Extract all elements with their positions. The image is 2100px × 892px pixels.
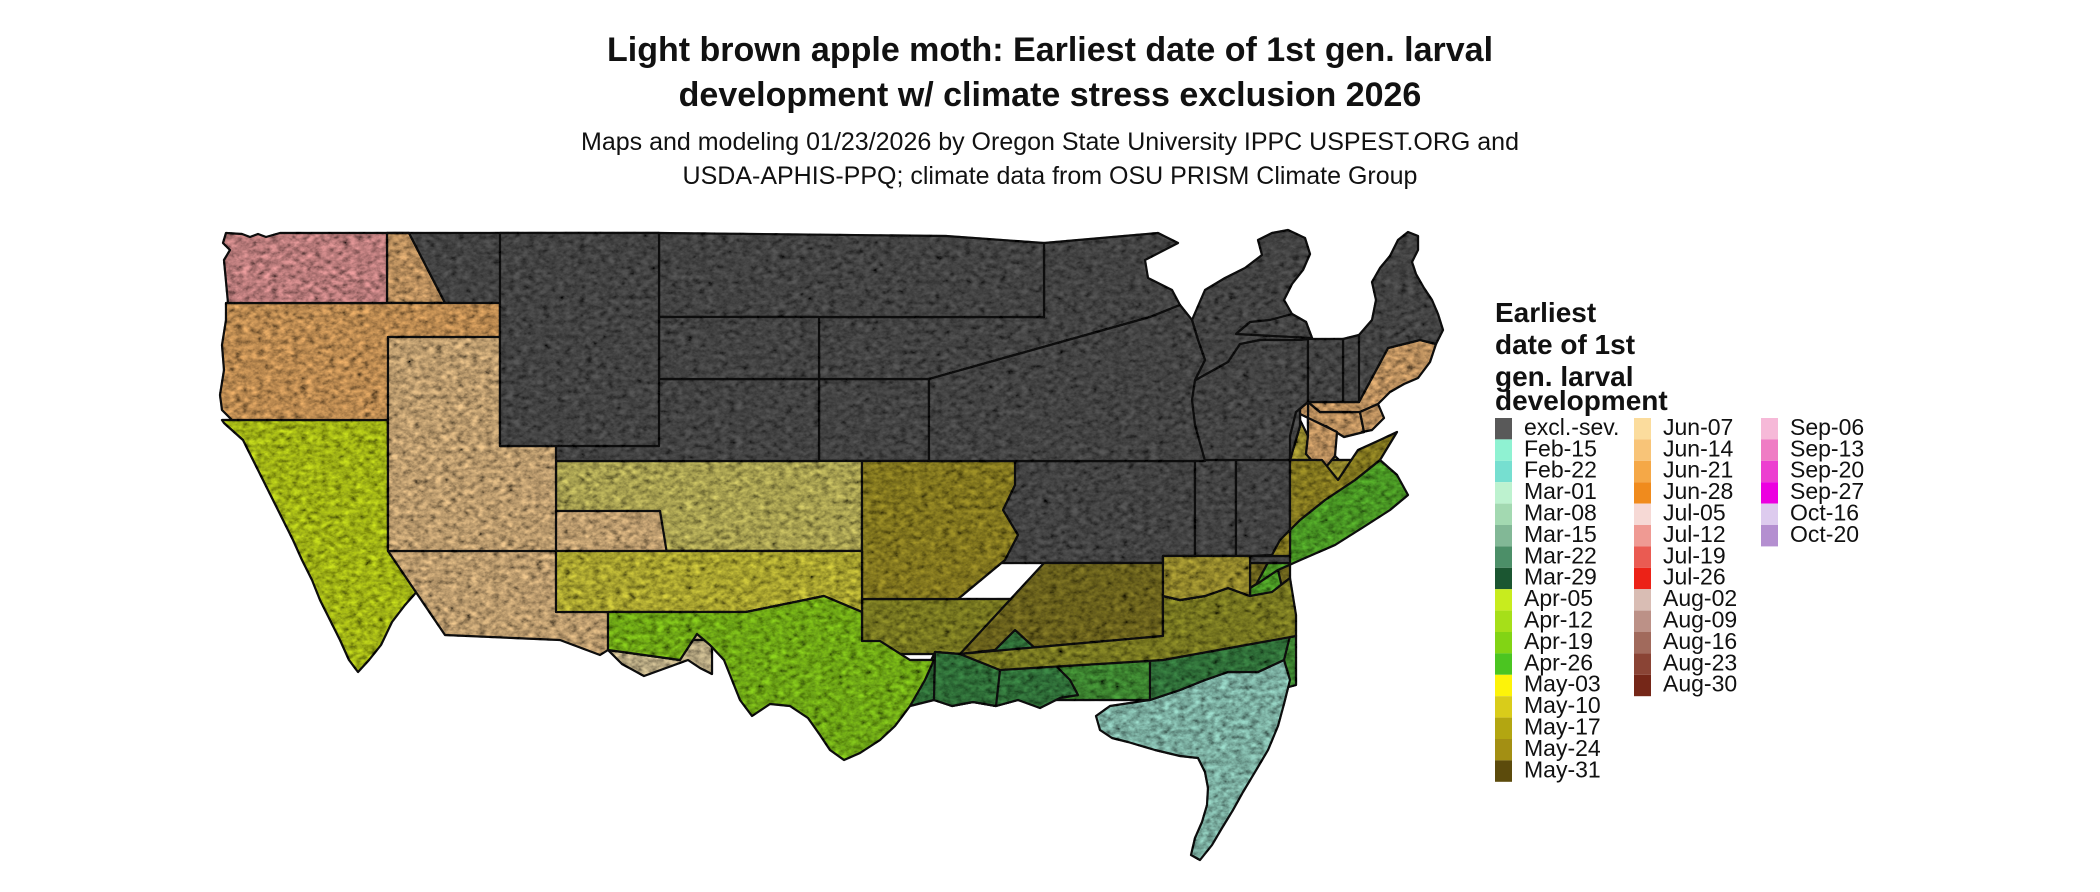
- svg-text:Earliest: Earliest: [1495, 297, 1596, 328]
- svg-text:Oct-20: Oct-20: [1790, 521, 1859, 547]
- svg-text:Aug-30: Aug-30: [1663, 671, 1737, 697]
- svg-text:May-31: May-31: [1524, 756, 1601, 782]
- svg-text:date of 1st: date of 1st: [1495, 329, 1635, 360]
- svg-text:development: development: [1495, 385, 1668, 416]
